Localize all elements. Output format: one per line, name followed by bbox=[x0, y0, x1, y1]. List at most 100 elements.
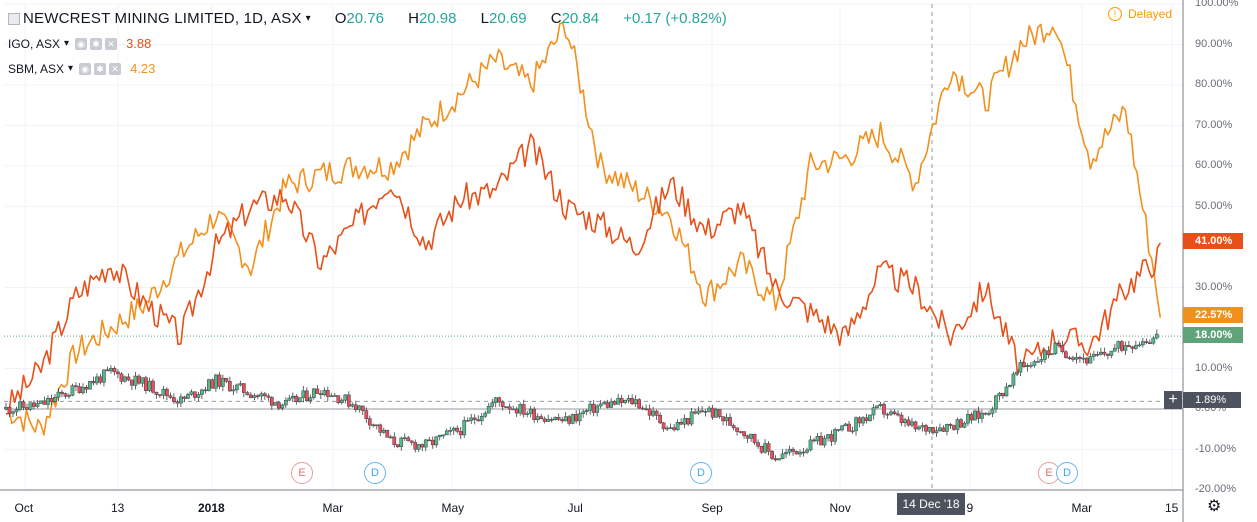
candle-body bbox=[518, 404, 523, 414]
candle-body bbox=[1154, 333, 1159, 339]
candle-body bbox=[605, 402, 610, 408]
candle-body bbox=[616, 397, 620, 405]
candle-body bbox=[217, 374, 222, 387]
candle-body bbox=[721, 416, 725, 422]
high-value: 20.98 bbox=[418, 10, 457, 27]
candle-body bbox=[32, 402, 36, 407]
dividend-marker[interactable]: D bbox=[364, 462, 386, 484]
chevron-down-icon[interactable]: ▾ bbox=[305, 13, 311, 24]
low-value: 20.69 bbox=[489, 10, 527, 27]
candle-body bbox=[644, 408, 648, 410]
candle-body bbox=[374, 424, 379, 427]
candle-body bbox=[409, 440, 414, 443]
chevron-down-icon[interactable]: ▾ bbox=[68, 63, 74, 74]
candle-body bbox=[42, 400, 47, 405]
earnings-marker[interactable]: E bbox=[291, 462, 313, 484]
candle-body bbox=[276, 402, 281, 409]
candle-body bbox=[221, 377, 225, 387]
candle-body bbox=[546, 419, 551, 422]
candle-body bbox=[1067, 357, 1072, 359]
candle-body bbox=[602, 402, 607, 405]
candle-body bbox=[987, 413, 991, 415]
candle-body bbox=[1053, 342, 1058, 355]
candle-body bbox=[151, 380, 155, 393]
candle-body bbox=[854, 417, 858, 432]
close-icon[interactable]: ✕ bbox=[109, 62, 122, 75]
candle-body bbox=[280, 404, 285, 409]
candle-body bbox=[952, 425, 956, 430]
dividend-marker[interactable]: D bbox=[690, 462, 712, 484]
candle-body bbox=[228, 381, 232, 392]
compare-row-sbm: SBM, ASX ▾ ◉ ✱ ✕ 4.23 bbox=[8, 56, 737, 81]
candle-body bbox=[885, 413, 890, 416]
candle-body bbox=[238, 383, 243, 386]
candle-body bbox=[1015, 371, 1019, 375]
candle-body bbox=[290, 395, 295, 399]
igo-last-badge: 41.00% bbox=[1183, 233, 1243, 249]
candle-body bbox=[1071, 357, 1075, 360]
candle-body bbox=[647, 408, 652, 416]
compare-symbol-igo[interactable]: IGO, ASX bbox=[8, 36, 61, 51]
candle-body bbox=[815, 435, 820, 442]
candle-body bbox=[126, 376, 131, 381]
candle-body bbox=[525, 413, 530, 415]
candle-body bbox=[693, 411, 697, 414]
candle-body bbox=[805, 449, 809, 453]
close-icon[interactable]: ✕ bbox=[105, 37, 118, 50]
candle-body bbox=[283, 399, 288, 406]
candle-body bbox=[332, 395, 337, 397]
gear-icon[interactable]: ✱ bbox=[94, 62, 107, 75]
candle-body bbox=[46, 398, 50, 405]
candle-body bbox=[703, 411, 708, 413]
candle-body bbox=[1018, 362, 1023, 373]
candle-body bbox=[553, 417, 558, 420]
candle-body bbox=[294, 395, 299, 403]
candle-body bbox=[868, 414, 872, 421]
candle-body bbox=[179, 396, 183, 404]
y-tick-label: 80.00% bbox=[1195, 78, 1233, 90]
eye-icon[interactable]: ◉ bbox=[79, 62, 92, 75]
candle-body bbox=[539, 416, 544, 420]
collapse-icon[interactable] bbox=[8, 12, 20, 25]
candle-body bbox=[759, 445, 764, 453]
candle-body bbox=[406, 437, 411, 442]
candle-body bbox=[504, 406, 509, 408]
candle-body bbox=[567, 416, 572, 424]
ncm-last-badge: 18.00% bbox=[1183, 327, 1243, 343]
candle-body bbox=[843, 423, 848, 427]
open-label: O bbox=[334, 10, 347, 27]
chevron-down-icon[interactable]: ▾ bbox=[64, 38, 70, 49]
candle-body bbox=[882, 403, 886, 415]
candle-body bbox=[70, 385, 75, 396]
eye-icon[interactable]: ◉ bbox=[75, 37, 88, 50]
candle-body bbox=[186, 394, 190, 399]
candle-body bbox=[497, 397, 502, 403]
candle-body bbox=[777, 458, 781, 461]
candle-body bbox=[819, 435, 823, 446]
gear-icon[interactable]: ✱ bbox=[90, 37, 103, 50]
candle-body bbox=[875, 405, 879, 408]
dividend-marker[interactable]: D bbox=[1056, 462, 1078, 484]
candle-body bbox=[479, 416, 484, 422]
plus-icon[interactable]: + bbox=[1164, 391, 1182, 409]
candle-body bbox=[749, 433, 753, 439]
y-tick-label: -10.00% bbox=[1195, 442, 1236, 455]
candle-body bbox=[640, 407, 645, 410]
sbm-line bbox=[5, 22, 1162, 436]
candle-body bbox=[399, 437, 404, 447]
candle-body bbox=[256, 395, 260, 397]
candle-body bbox=[899, 414, 904, 424]
candle-body bbox=[1116, 341, 1121, 349]
delayed-indicator[interactable]: ! Delayed bbox=[1108, 7, 1172, 21]
symbol-title[interactable]: NEWCREST MINING LIMITED, 1D, ASX bbox=[23, 10, 302, 27]
candle-body bbox=[1106, 353, 1110, 356]
candle-body bbox=[413, 442, 418, 450]
candle-body bbox=[682, 418, 687, 425]
candle-body bbox=[269, 397, 274, 406]
gear-icon[interactable]: ⚙ bbox=[1207, 498, 1222, 515]
candle-body bbox=[934, 430, 939, 434]
compare-symbol-sbm[interactable]: SBM, ASX bbox=[8, 61, 65, 76]
candle-body bbox=[39, 400, 43, 404]
candle-body bbox=[381, 429, 386, 433]
